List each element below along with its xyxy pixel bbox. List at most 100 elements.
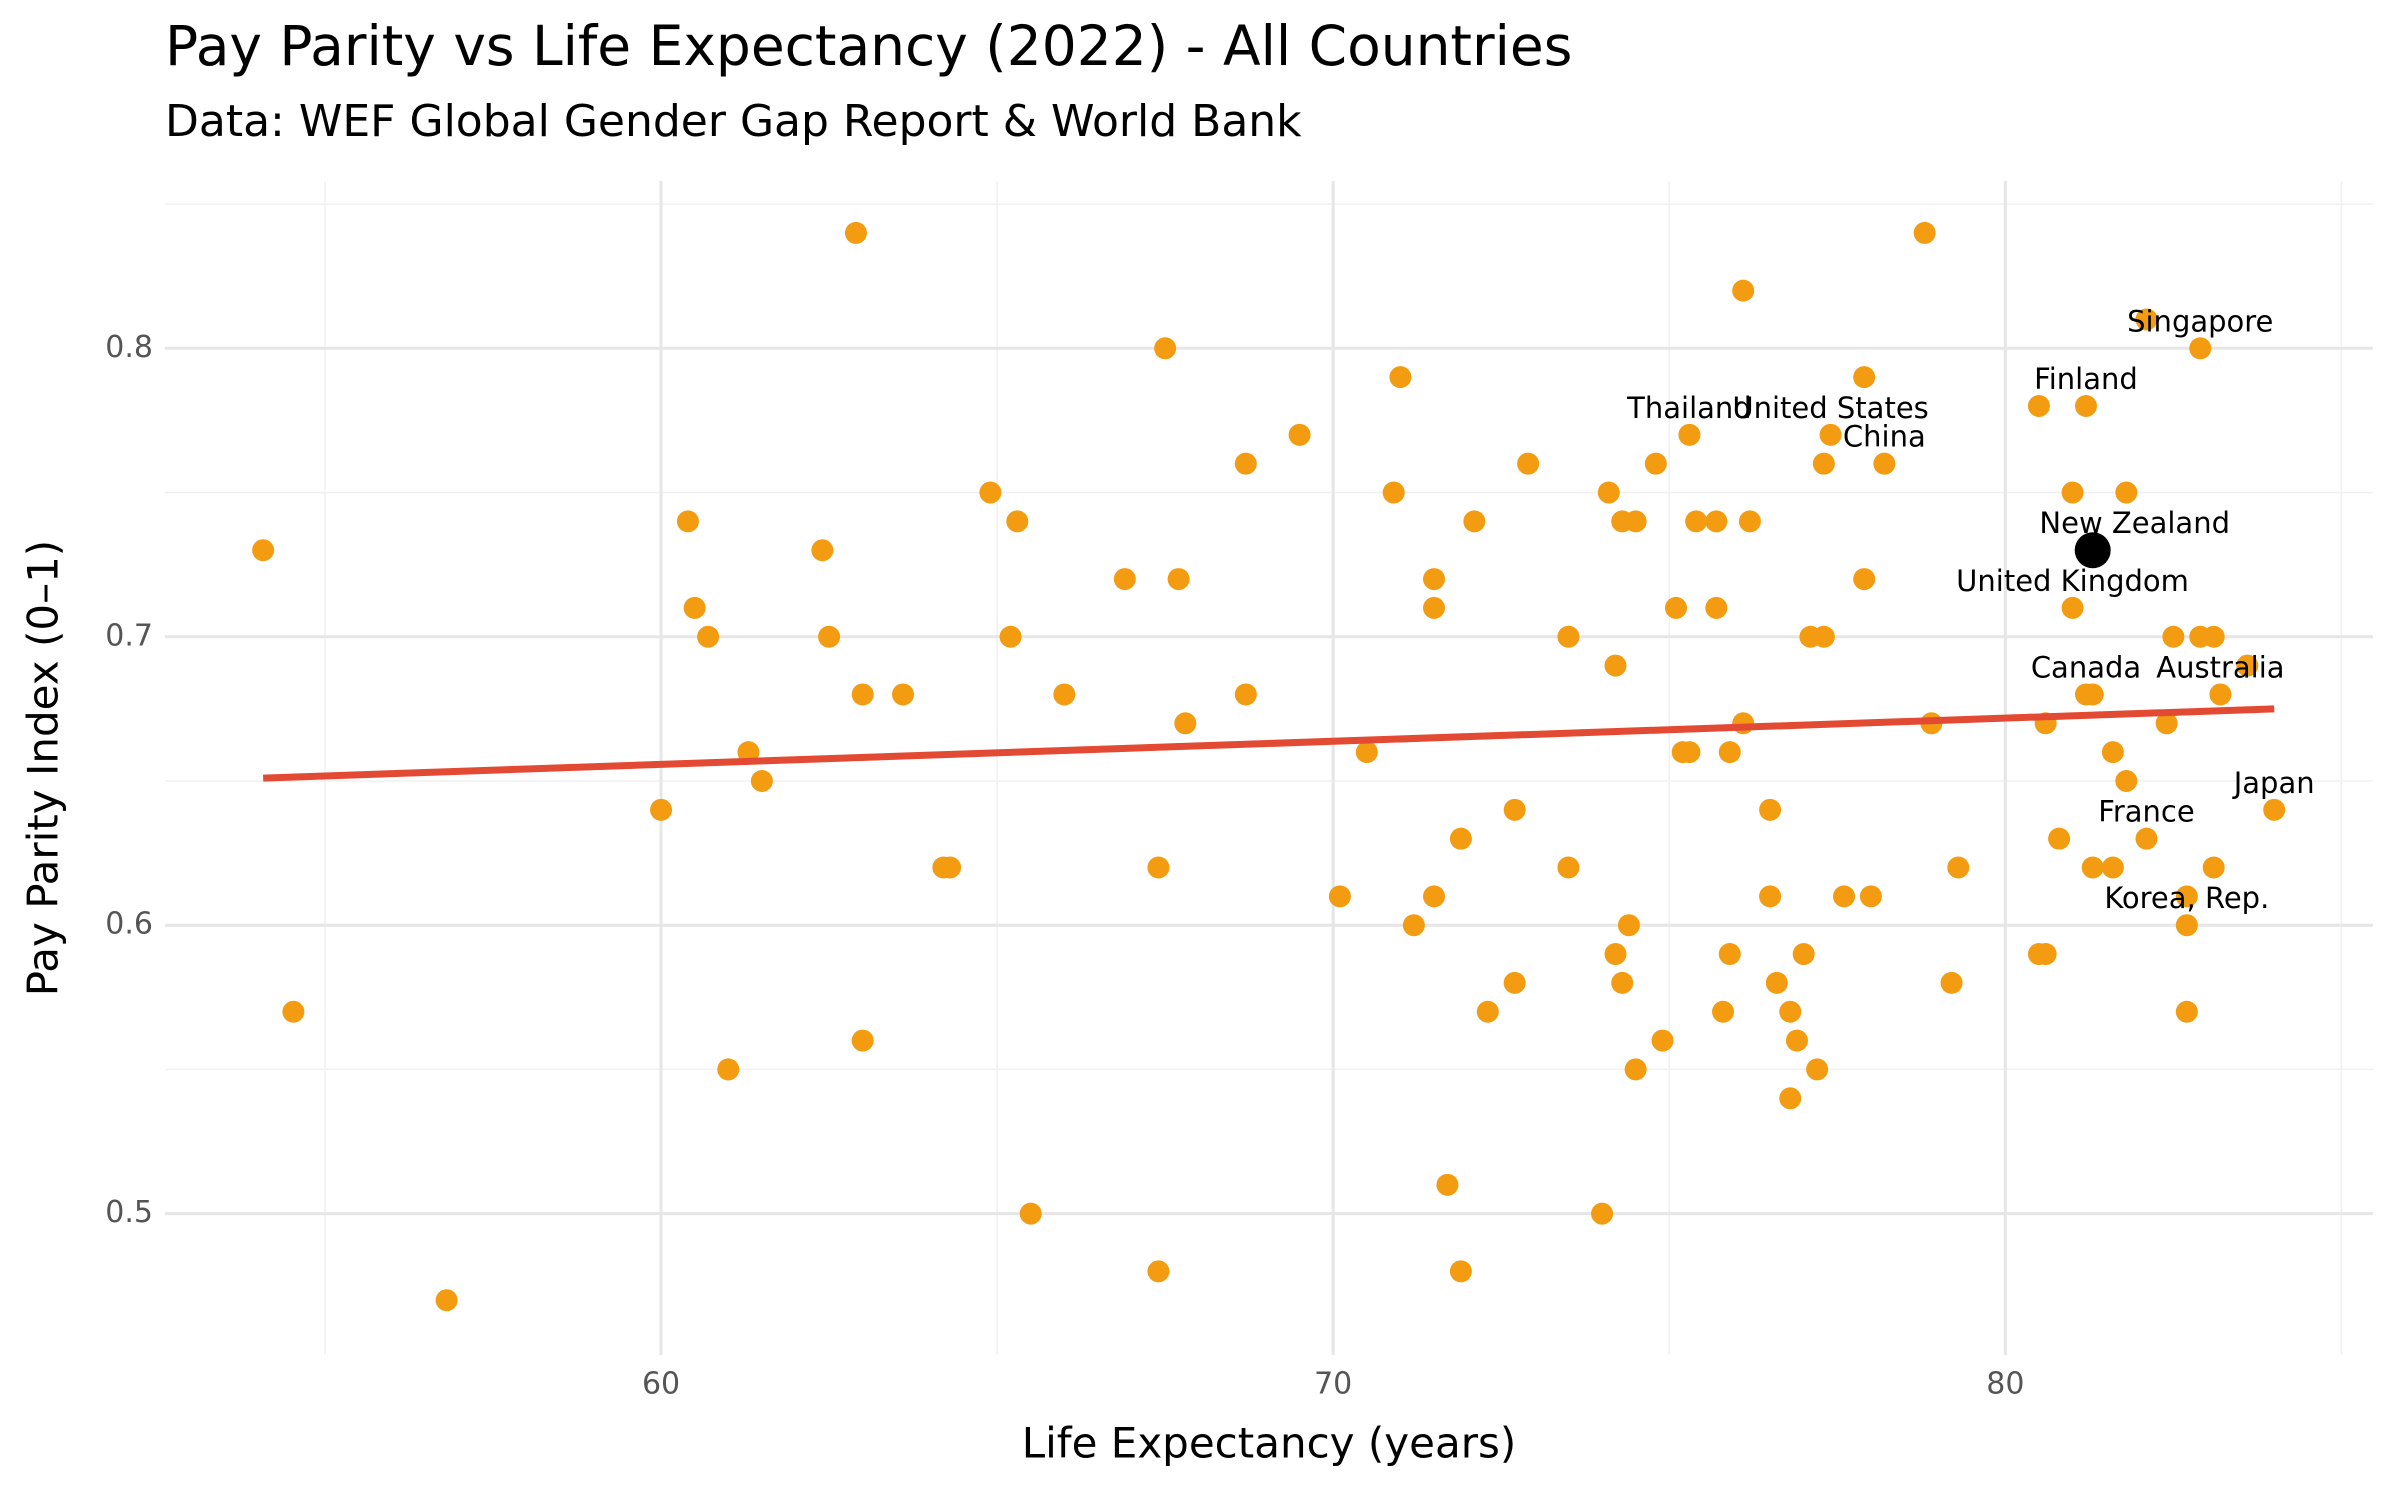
point <box>737 741 760 764</box>
point <box>1678 741 1701 764</box>
point <box>1644 452 1667 475</box>
point <box>2162 625 2185 648</box>
point <box>1147 1260 1170 1283</box>
point <box>1624 510 1647 533</box>
point <box>252 539 275 562</box>
point-label: United Kingdom <box>1956 564 2189 598</box>
point <box>1604 943 1627 966</box>
point <box>811 539 834 562</box>
point-label: United States <box>1732 391 1928 425</box>
point <box>1873 452 1896 475</box>
point <box>1476 1000 1499 1023</box>
point <box>1423 596 1446 619</box>
point-label: Japan <box>2232 766 2315 800</box>
point <box>1449 827 1472 850</box>
point <box>2135 827 2158 850</box>
highlight-point <box>2074 532 2111 569</box>
point <box>676 510 699 533</box>
point-label: China <box>1843 420 1926 454</box>
point <box>1402 914 1425 937</box>
point <box>999 625 1022 648</box>
point <box>1288 423 1311 446</box>
point <box>1436 1173 1459 1196</box>
point <box>650 798 673 821</box>
point <box>1732 279 1755 302</box>
point <box>1617 914 1640 937</box>
point <box>844 221 867 244</box>
point <box>1591 1202 1614 1225</box>
point <box>1664 596 1687 619</box>
point <box>1765 971 1788 994</box>
point <box>2074 394 2097 417</box>
point <box>1449 1260 1472 1283</box>
point <box>2202 625 2225 648</box>
point <box>1517 452 1540 475</box>
point <box>1113 568 1136 591</box>
highlight-label: New Zealand <box>2039 506 2230 540</box>
x-tick-label: 60 <box>642 1367 680 1402</box>
point <box>1738 510 1761 533</box>
point <box>1604 654 1627 677</box>
point <box>1053 683 1076 706</box>
point <box>750 769 773 792</box>
y-tick-label: 0.7 <box>105 618 153 653</box>
point <box>2081 683 2104 706</box>
point <box>2155 712 2178 735</box>
point <box>892 683 915 706</box>
point <box>2263 798 2286 821</box>
point <box>1947 856 1970 879</box>
point <box>1423 568 1446 591</box>
point <box>1389 366 1412 389</box>
point <box>282 1000 305 1023</box>
point <box>1718 943 1741 966</box>
point <box>851 683 874 706</box>
point <box>1806 1058 1829 1081</box>
point <box>683 596 706 619</box>
chart-title: Pay Parity vs Life Expectancy (2022) - A… <box>165 14 1572 78</box>
point <box>1463 510 1486 533</box>
point <box>851 1029 874 1052</box>
point <box>2202 856 2225 879</box>
point <box>1006 510 1029 533</box>
point <box>1859 885 1882 908</box>
point <box>1557 625 1580 648</box>
point-label: Finland <box>2034 362 2138 396</box>
point <box>1913 221 1936 244</box>
point <box>1167 568 1190 591</box>
point-label: France <box>2098 795 2194 829</box>
point <box>2135 308 2158 331</box>
point <box>2115 481 2138 504</box>
point <box>2209 683 2232 706</box>
point <box>1732 712 1755 735</box>
point <box>1819 423 1842 446</box>
point <box>1423 885 1446 908</box>
point <box>717 1058 740 1081</box>
point <box>2236 654 2259 677</box>
point <box>2175 1000 2198 1023</box>
x-tick-label: 70 <box>1314 1367 1352 1402</box>
point <box>435 1289 458 1312</box>
point <box>1234 683 1257 706</box>
point <box>1685 510 1708 533</box>
point <box>1147 856 1170 879</box>
point <box>1712 1000 1735 1023</box>
point <box>2101 856 2124 879</box>
point <box>818 625 841 648</box>
trend-line <box>263 705 2275 782</box>
point <box>1355 741 1378 764</box>
point <box>1154 337 1177 360</box>
point <box>1234 452 1257 475</box>
point <box>697 625 720 648</box>
point <box>1812 625 1835 648</box>
point <box>1759 798 1782 821</box>
point <box>1705 510 1728 533</box>
point <box>2027 394 2050 417</box>
y-tick-label: 0.8 <box>105 330 153 365</box>
point <box>1382 481 1405 504</box>
point <box>1779 1087 1802 1110</box>
point <box>1503 971 1526 994</box>
point <box>939 856 962 879</box>
point <box>1759 885 1782 908</box>
point-label: Australia <box>2156 650 2284 684</box>
